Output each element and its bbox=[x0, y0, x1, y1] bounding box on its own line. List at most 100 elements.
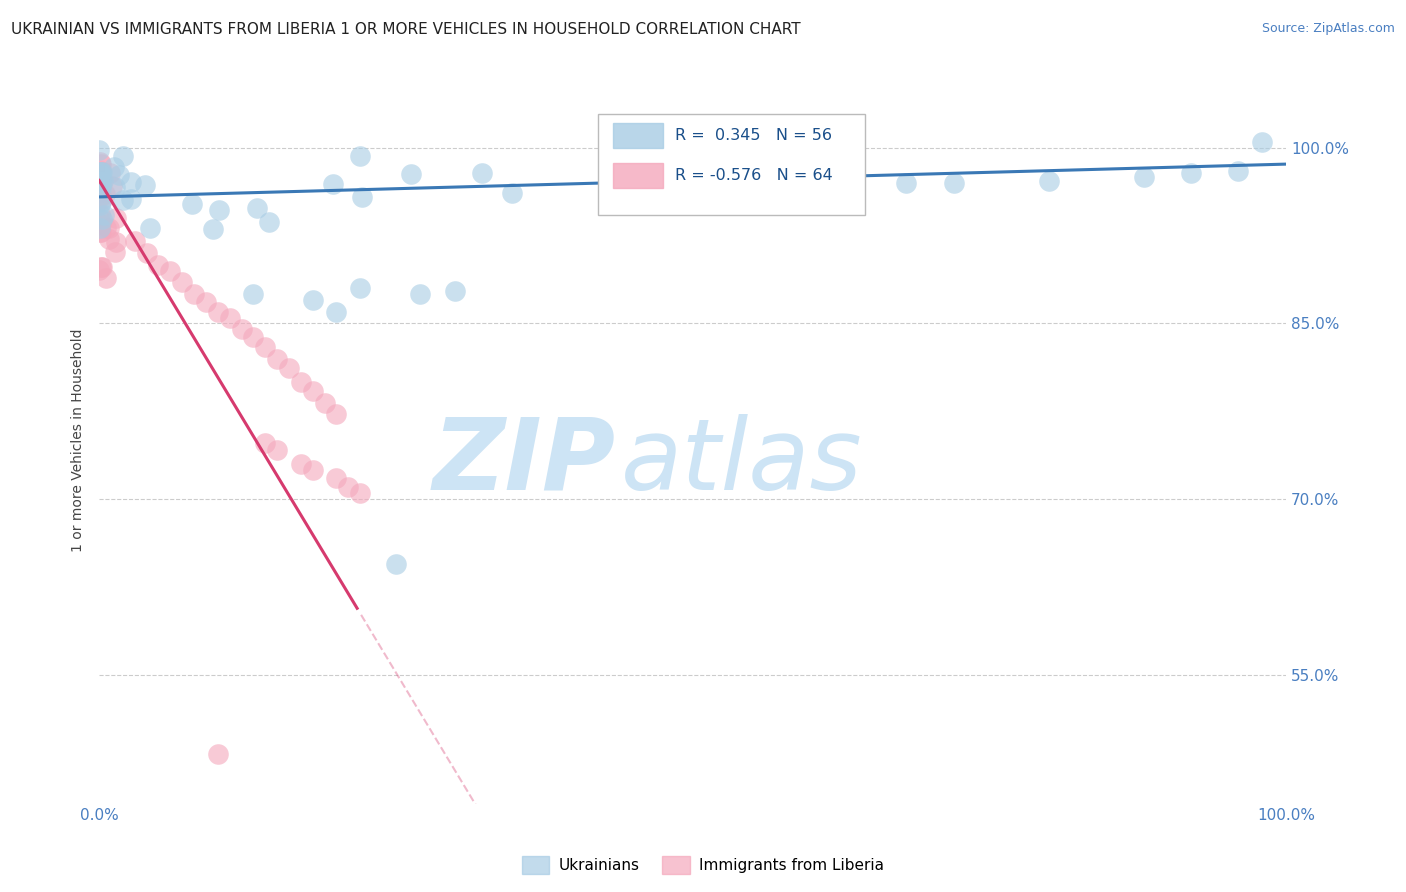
Point bbox=[124, 235, 146, 249]
Point bbox=[112, 149, 135, 163]
Point bbox=[103, 160, 125, 174]
Point bbox=[90, 176, 112, 190]
Point bbox=[97, 220, 120, 235]
Point bbox=[471, 166, 494, 180]
Point bbox=[301, 293, 323, 307]
Point bbox=[90, 212, 112, 227]
Point bbox=[90, 218, 112, 232]
Y-axis label: 1 or more Vehicles in Household: 1 or more Vehicles in Household bbox=[72, 329, 86, 552]
Point bbox=[194, 295, 217, 310]
Point bbox=[90, 225, 112, 239]
Point bbox=[290, 375, 312, 389]
Point bbox=[100, 165, 122, 179]
Point bbox=[104, 245, 127, 260]
Point bbox=[202, 222, 225, 236]
Point bbox=[266, 442, 288, 457]
Point bbox=[94, 186, 117, 201]
Point bbox=[325, 471, 347, 485]
Point bbox=[89, 167, 111, 181]
Point bbox=[207, 747, 229, 762]
Point bbox=[111, 193, 134, 207]
Point bbox=[89, 143, 111, 157]
Point bbox=[325, 407, 347, 421]
Point bbox=[90, 260, 112, 275]
Point bbox=[90, 165, 112, 179]
Point bbox=[89, 263, 111, 277]
Point bbox=[90, 260, 112, 274]
Point bbox=[183, 287, 205, 301]
Point bbox=[91, 165, 114, 179]
Point bbox=[98, 232, 121, 246]
Point bbox=[1180, 166, 1202, 180]
Point bbox=[90, 178, 112, 192]
Point bbox=[322, 177, 344, 191]
Point bbox=[139, 220, 162, 235]
Point bbox=[501, 186, 523, 201]
Point bbox=[254, 435, 277, 450]
Point bbox=[90, 171, 112, 186]
Point bbox=[90, 163, 112, 178]
Point bbox=[444, 284, 467, 298]
Point bbox=[1132, 169, 1154, 184]
Point bbox=[96, 270, 118, 285]
FancyBboxPatch shape bbox=[598, 114, 865, 215]
Point bbox=[89, 211, 111, 226]
Point bbox=[148, 258, 170, 272]
Point bbox=[301, 384, 323, 399]
Point bbox=[89, 185, 111, 199]
Point bbox=[90, 175, 112, 189]
Point bbox=[89, 221, 111, 235]
Point bbox=[159, 263, 181, 277]
Point bbox=[134, 178, 156, 193]
Point bbox=[89, 226, 111, 240]
Point bbox=[246, 201, 269, 215]
Point bbox=[266, 351, 288, 366]
Point bbox=[172, 276, 194, 290]
Point bbox=[408, 287, 430, 301]
Point bbox=[104, 211, 127, 226]
Point bbox=[108, 169, 131, 183]
Text: R =  0.345   N = 56: R = 0.345 N = 56 bbox=[675, 128, 832, 143]
Point bbox=[207, 304, 229, 318]
Point bbox=[352, 190, 374, 204]
Point bbox=[90, 157, 112, 171]
Point bbox=[89, 155, 111, 169]
Point bbox=[349, 281, 371, 295]
Point bbox=[120, 192, 142, 206]
Point bbox=[242, 330, 264, 344]
Point bbox=[218, 310, 240, 325]
Point bbox=[96, 221, 118, 235]
Point bbox=[104, 179, 127, 194]
Point bbox=[314, 396, 336, 410]
Point bbox=[257, 215, 280, 229]
Point bbox=[89, 172, 111, 186]
Point bbox=[242, 287, 264, 301]
Point bbox=[254, 340, 277, 354]
Point bbox=[104, 235, 127, 249]
Point bbox=[349, 486, 371, 500]
Point bbox=[89, 164, 111, 178]
Point bbox=[93, 208, 115, 222]
Text: UKRAINIAN VS IMMIGRANTS FROM LIBERIA 1 OR MORE VEHICLES IN HOUSEHOLD CORRELATION: UKRAINIAN VS IMMIGRANTS FROM LIBERIA 1 O… bbox=[11, 22, 801, 37]
Text: ZIP: ZIP bbox=[433, 414, 616, 511]
Point bbox=[89, 198, 111, 212]
Point bbox=[181, 197, 204, 211]
Point bbox=[91, 192, 114, 206]
Point bbox=[89, 207, 111, 221]
Point bbox=[1227, 164, 1250, 178]
Point bbox=[90, 186, 112, 201]
Point bbox=[401, 167, 423, 181]
Point bbox=[135, 246, 157, 260]
Point bbox=[231, 322, 253, 336]
Point bbox=[89, 190, 111, 204]
Point bbox=[349, 148, 371, 162]
Point bbox=[1251, 135, 1274, 149]
Point bbox=[337, 480, 360, 494]
Point bbox=[89, 180, 111, 194]
Point bbox=[942, 176, 965, 190]
FancyBboxPatch shape bbox=[613, 163, 662, 188]
FancyBboxPatch shape bbox=[613, 123, 662, 148]
Point bbox=[290, 457, 312, 471]
Point bbox=[278, 360, 301, 375]
Point bbox=[301, 463, 323, 477]
